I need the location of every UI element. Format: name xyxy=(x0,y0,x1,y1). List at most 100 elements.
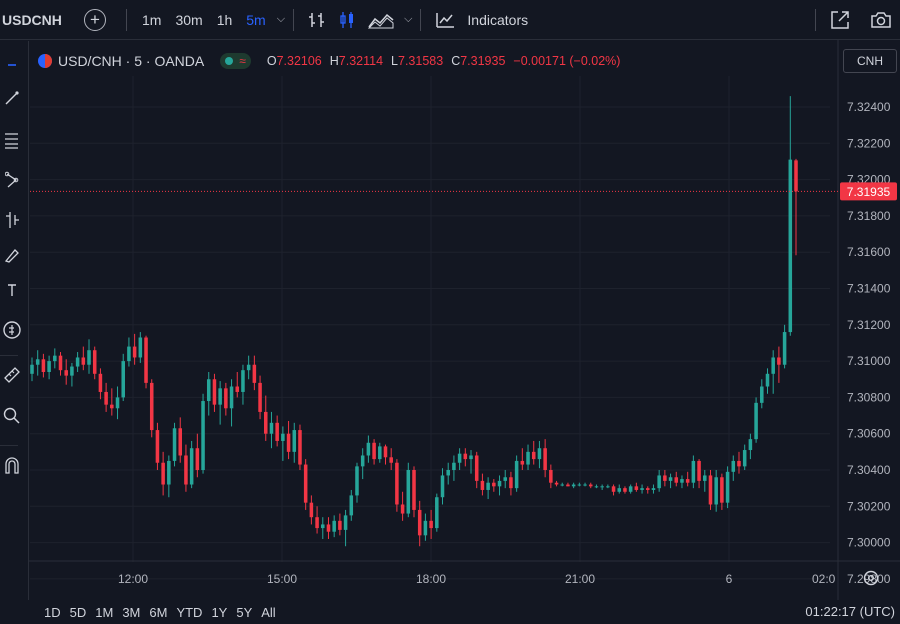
candle xyxy=(754,397,758,443)
emoji-icon[interactable] xyxy=(0,320,24,340)
price-tick-label: 7.31200 xyxy=(847,318,891,332)
range-5y[interactable]: 5Y xyxy=(236,604,253,620)
currency-unit-button[interactable]: CNH xyxy=(843,49,897,73)
candle-body xyxy=(263,411,268,434)
timeframe-1h[interactable]: 1h xyxy=(216,11,233,28)
range-ytd[interactable]: YTD xyxy=(176,604,203,620)
plus-circle-icon[interactable]: + xyxy=(84,8,106,31)
time-tick-label: 6 xyxy=(726,572,733,586)
candle-body xyxy=(509,477,513,489)
candle xyxy=(30,357,34,382)
candle-body xyxy=(326,524,331,532)
candle-body xyxy=(149,382,154,431)
candle-body xyxy=(537,448,542,460)
candle xyxy=(47,355,51,380)
fib-retracement-icon[interactable] xyxy=(0,131,24,149)
trend-line-icon[interactable] xyxy=(0,91,24,105)
candle xyxy=(75,352,80,372)
forecasting-icon[interactable] xyxy=(0,211,24,229)
candle xyxy=(708,470,713,510)
range-1d[interactable]: 1D xyxy=(44,604,61,620)
candle-body xyxy=(343,515,348,530)
timeframe-1m[interactable]: 1m xyxy=(142,11,162,28)
indicators-button[interactable]: Indicators xyxy=(467,11,529,28)
text-tool-icon[interactable] xyxy=(0,283,24,297)
candle-body xyxy=(725,471,730,503)
candle-body xyxy=(685,479,690,483)
candle-body xyxy=(104,391,108,405)
candle-body xyxy=(634,486,639,490)
range-all[interactable]: All xyxy=(261,604,276,620)
time-tick-label: 18:00 xyxy=(416,572,446,586)
candle xyxy=(395,459,399,512)
candle xyxy=(668,473,673,489)
low-label: L xyxy=(391,54,398,68)
candle-body xyxy=(110,404,114,409)
chevron-down-icon[interactable]: ⌵ xyxy=(404,13,413,25)
area-chart-type-icon[interactable] xyxy=(368,0,394,40)
candle-body xyxy=(35,359,40,365)
crosshair-icon[interactable] xyxy=(0,63,24,67)
legend-symbol-title[interactable]: USD/CNH · 5 · OANDA xyxy=(58,53,205,69)
candle-body xyxy=(201,401,205,470)
utc-clock[interactable]: 01:22:17 (UTC) xyxy=(805,604,895,619)
candle xyxy=(782,324,787,369)
range-6m[interactable]: 6M xyxy=(149,604,168,620)
candle-body xyxy=(389,457,393,463)
candle-body xyxy=(309,502,314,518)
candle xyxy=(714,470,718,512)
candle-body xyxy=(338,520,342,530)
market-status-badge[interactable]: ≈ xyxy=(220,53,251,69)
zoom-in-icon[interactable] xyxy=(0,407,24,425)
candle-body xyxy=(155,430,160,463)
candle xyxy=(560,482,565,487)
candle-body xyxy=(526,451,530,465)
candle xyxy=(167,455,171,498)
candle xyxy=(110,388,114,416)
candles-chart-type-icon[interactable] xyxy=(338,0,356,40)
timeframe-5m[interactable]: 5m xyxy=(246,11,266,28)
open-label: O xyxy=(266,54,277,68)
candle-body xyxy=(503,477,507,481)
candle xyxy=(543,439,547,478)
candle-body xyxy=(417,509,422,536)
candle xyxy=(115,386,120,420)
candle xyxy=(520,448,525,470)
gear-icon[interactable] xyxy=(862,569,880,592)
candle xyxy=(594,484,599,489)
magnet-icon[interactable] xyxy=(0,457,24,475)
candle-body xyxy=(737,460,741,467)
price-tick-label: 7.31000 xyxy=(847,354,891,368)
candle-body xyxy=(378,446,382,460)
range-3m[interactable]: 3M xyxy=(122,604,141,620)
candle xyxy=(777,346,781,383)
candle-body xyxy=(161,462,165,485)
candle xyxy=(617,484,622,494)
candle xyxy=(281,426,285,461)
us-cn-flag-icon xyxy=(38,54,52,68)
pattern-icon[interactable] xyxy=(0,171,24,189)
bar-chart-type-icon[interactable] xyxy=(308,0,326,40)
candle-body xyxy=(760,386,764,403)
camera-icon[interactable] xyxy=(870,0,892,40)
chevron-down-icon[interactable]: ⌵ xyxy=(276,13,286,25)
candle-body xyxy=(446,470,450,476)
candle xyxy=(321,517,325,539)
brush-icon[interactable] xyxy=(0,247,24,263)
candle-body xyxy=(486,482,490,490)
fullscreen-icon[interactable] xyxy=(830,0,850,40)
indicators-icon[interactable] xyxy=(435,0,455,40)
range-1m[interactable]: 1M xyxy=(95,604,114,620)
candle-body xyxy=(628,486,633,492)
range-5d[interactable]: 5D xyxy=(69,604,87,620)
price-chart[interactable]: 7.324007.322007.320007.318007.316007.314… xyxy=(0,40,900,600)
candle-body xyxy=(611,486,616,492)
range-1y[interactable]: 1Y xyxy=(211,604,228,620)
candle-body xyxy=(53,355,57,362)
candle xyxy=(315,506,319,534)
ruler-icon[interactable] xyxy=(0,367,24,383)
timeframe-30m[interactable]: 30m xyxy=(175,11,203,28)
symbol-search-button[interactable]: USDCNH xyxy=(2,11,62,28)
candle-body xyxy=(167,460,171,485)
candle xyxy=(303,459,308,510)
